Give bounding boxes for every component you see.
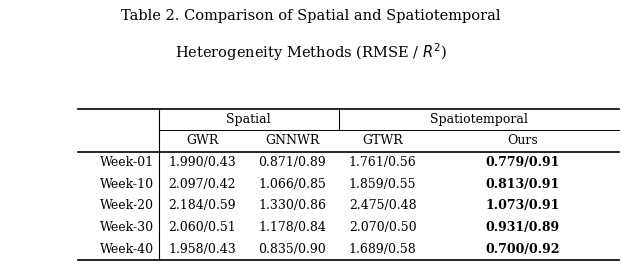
- Text: Week-20: Week-20: [100, 199, 154, 212]
- Text: 2.184/0.59: 2.184/0.59: [169, 199, 236, 212]
- Text: 0.835/0.90: 0.835/0.90: [259, 243, 326, 256]
- Text: 0.700/0.92: 0.700/0.92: [485, 243, 560, 256]
- Text: 1.689/0.58: 1.689/0.58: [349, 243, 416, 256]
- Text: 1.066/0.85: 1.066/0.85: [258, 178, 327, 191]
- Text: Ours: Ours: [507, 135, 538, 147]
- Text: 2.070/0.50: 2.070/0.50: [349, 221, 416, 234]
- Text: Week-30: Week-30: [100, 221, 154, 234]
- Text: 1.761/0.56: 1.761/0.56: [349, 156, 416, 169]
- Text: GWR: GWR: [186, 135, 218, 147]
- Text: 2.475/0.48: 2.475/0.48: [349, 199, 416, 212]
- Text: 0.931/0.89: 0.931/0.89: [485, 221, 560, 234]
- Text: 2.060/0.51: 2.060/0.51: [169, 221, 236, 234]
- Text: GTWR: GTWR: [362, 135, 403, 147]
- Text: Heterogeneity Methods (RMSE / $R^2$): Heterogeneity Methods (RMSE / $R^2$): [175, 42, 447, 63]
- Text: GNNWR: GNNWR: [265, 135, 320, 147]
- Text: Table 2. Comparison of Spatial and Spatiotemporal: Table 2. Comparison of Spatial and Spati…: [121, 9, 501, 23]
- Text: 0.779/0.91: 0.779/0.91: [485, 156, 560, 169]
- Text: 1.859/0.55: 1.859/0.55: [349, 178, 416, 191]
- Text: 2.097/0.42: 2.097/0.42: [169, 178, 236, 191]
- Text: Spatiotemporal: Spatiotemporal: [430, 113, 528, 126]
- Text: 1.990/0.43: 1.990/0.43: [169, 156, 236, 169]
- Text: 1.073/0.91: 1.073/0.91: [485, 199, 560, 212]
- Text: 0.813/0.91: 0.813/0.91: [485, 178, 560, 191]
- Text: 0.871/0.89: 0.871/0.89: [259, 156, 326, 169]
- Text: 1.330/0.86: 1.330/0.86: [258, 199, 327, 212]
- Text: 1.958/0.43: 1.958/0.43: [169, 243, 236, 256]
- Text: Spatial: Spatial: [226, 113, 271, 126]
- Text: Week-10: Week-10: [100, 178, 154, 191]
- Text: Week-01: Week-01: [100, 156, 154, 169]
- Text: 1.178/0.84: 1.178/0.84: [258, 221, 327, 234]
- Text: Week-40: Week-40: [100, 243, 154, 256]
